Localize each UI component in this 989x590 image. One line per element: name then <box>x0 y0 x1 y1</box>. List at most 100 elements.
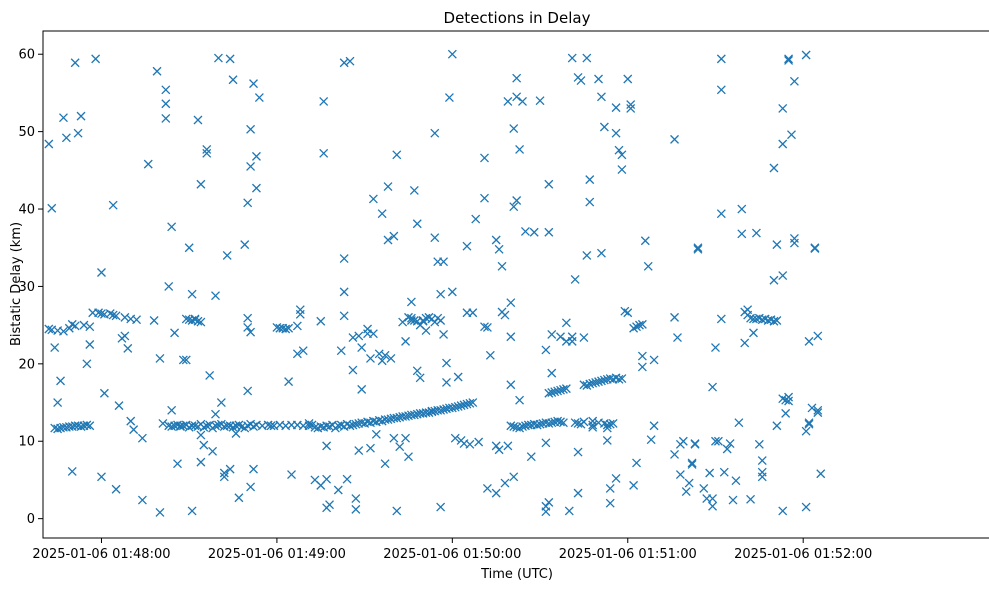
detection-marker <box>582 53 592 63</box>
detection-marker <box>415 373 425 383</box>
detection-marker <box>623 74 633 84</box>
detection-marker <box>757 472 767 482</box>
detection-marker <box>64 323 74 333</box>
detection-marker <box>708 501 718 511</box>
detection-marker <box>602 420 612 430</box>
detection-marker <box>617 374 627 384</box>
detection-marker <box>386 353 396 363</box>
detection-marker <box>556 332 565 342</box>
detection-marker <box>813 408 823 418</box>
detection-marker <box>480 153 489 163</box>
detection-marker <box>167 422 177 431</box>
detection-marker <box>588 378 598 388</box>
detection-marker <box>784 55 794 65</box>
detection-marker <box>406 316 416 325</box>
detection-marker <box>506 380 516 390</box>
detection-marker <box>213 420 223 430</box>
detection-marker <box>804 336 814 346</box>
detection-marker <box>541 438 551 448</box>
detection-marker <box>614 145 624 155</box>
detection-marker <box>351 419 361 429</box>
detection-marker <box>725 439 735 449</box>
detection-marker <box>67 466 77 476</box>
detection-marker <box>716 54 726 64</box>
detection-marker <box>634 320 644 330</box>
detection-marker <box>591 377 601 387</box>
detection-marker <box>243 323 253 332</box>
detection-marker <box>246 161 256 171</box>
detection-marker <box>339 254 349 264</box>
detection-marker <box>801 426 811 436</box>
detection-marker <box>588 420 598 430</box>
detection-marker <box>202 148 212 158</box>
detection-marker <box>178 355 188 365</box>
detection-marker <box>161 85 171 95</box>
detection-marker <box>348 365 358 375</box>
detection-marker <box>339 287 349 297</box>
detection-marker <box>643 261 653 271</box>
detection-marker <box>287 470 296 479</box>
x-axis-ticks: 2025-01-06 01:48:00 2025-01-06 01:49:00 20… <box>32 538 872 562</box>
detection-marker <box>190 421 200 431</box>
detection-marker <box>137 495 147 505</box>
y-tick-label: 20 <box>18 357 35 372</box>
y-tick-label: 10 <box>18 435 35 450</box>
plot-frame <box>42 30 989 539</box>
detection-marker <box>573 488 583 498</box>
detection-marker <box>82 359 92 369</box>
detection-marker <box>579 333 589 342</box>
detection-marker <box>737 229 747 239</box>
detection-marker <box>769 163 779 173</box>
detection-marker <box>447 49 457 59</box>
detection-marker <box>675 470 685 479</box>
detection-marker <box>784 54 794 64</box>
detection-marker <box>547 329 557 339</box>
detection-marker <box>181 314 191 324</box>
detection-marker <box>304 421 314 431</box>
detection-marker <box>246 124 256 134</box>
detection-marker <box>637 319 647 329</box>
detection-marker <box>602 436 612 445</box>
detection-marker <box>392 413 402 423</box>
detection-marker <box>202 144 212 154</box>
detection-marker <box>512 73 522 83</box>
detection-marker <box>187 506 197 516</box>
detection-marker <box>383 182 393 192</box>
detection-marker <box>137 433 147 443</box>
detection-marker <box>491 235 501 245</box>
detection-marker <box>228 75 238 85</box>
detection-marker <box>225 54 235 64</box>
detection-marker <box>447 403 457 413</box>
detection-marker <box>518 96 527 106</box>
detection-marker <box>175 421 185 431</box>
detection-marker <box>234 493 244 503</box>
detection-marker <box>196 179 206 189</box>
detection-marker <box>810 244 820 253</box>
detection-marker <box>623 308 633 318</box>
detection-marker <box>596 92 606 102</box>
detection-marker <box>553 416 563 426</box>
detection-marker <box>266 421 276 431</box>
detection-marker <box>602 423 612 433</box>
detection-marker <box>558 384 568 394</box>
detection-marker <box>778 506 788 516</box>
detection-marker <box>599 122 609 132</box>
detection-marker <box>512 196 522 205</box>
detection-marker <box>368 329 378 339</box>
detection-marker <box>558 418 568 428</box>
detection-marker <box>76 422 86 431</box>
detection-marker <box>673 333 682 342</box>
detection-marker <box>450 402 460 412</box>
detection-marker <box>529 227 539 237</box>
detection-marker <box>126 416 136 426</box>
detection-marker <box>208 446 218 456</box>
detection-marker <box>599 375 609 385</box>
detection-marker <box>284 377 294 387</box>
detection-marker <box>76 111 86 121</box>
detection-marker <box>351 504 361 514</box>
detection-marker <box>778 271 788 281</box>
detection-marker <box>439 329 449 339</box>
detection-marker <box>196 317 206 327</box>
detection-marker <box>784 396 794 406</box>
